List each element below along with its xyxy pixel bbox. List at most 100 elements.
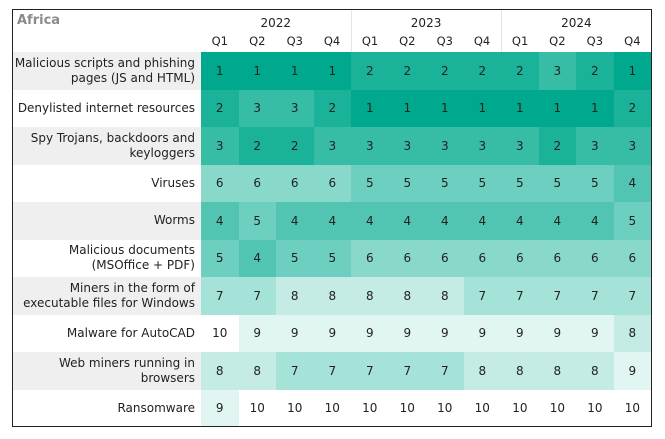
year-label: 2024: [500, 10, 651, 30]
heatmap-cell: 8: [201, 352, 239, 390]
heatmap-cell: 8: [313, 277, 352, 315]
year-header-row: 2022 2023 2024: [13, 10, 651, 30]
heatmap-cell: 5: [388, 164, 427, 202]
heatmap-cell: 4: [351, 202, 389, 240]
row-label: Web miners running in browsers: [13, 352, 201, 390]
heatmap-cell: 8: [613, 314, 651, 352]
heatmap-cell: 2: [351, 52, 389, 90]
heatmap-cell: 5: [313, 239, 352, 277]
heatmap-cell: 8: [388, 277, 427, 315]
heatmap-cell: 3: [388, 127, 427, 165]
heatmap-cell: 1: [276, 52, 314, 90]
heatmap-cell: 9: [201, 389, 239, 426]
heatmap-cell: 5: [463, 164, 502, 202]
quarter-label: Q2: [399, 34, 416, 48]
quarter-label: Q2: [249, 34, 266, 48]
heatmap-cell: 2: [276, 127, 314, 165]
heatmap-cell: 6: [463, 239, 502, 277]
heatmap-cell: 7: [351, 352, 389, 390]
heatmap-cell: 7: [201, 277, 239, 315]
heatmap-cell: 1: [351, 89, 389, 127]
heatmap-cell: 6: [351, 239, 389, 277]
heatmap-cell: 8: [463, 352, 502, 390]
heatmap-cell: 1: [538, 89, 577, 127]
heatmap-cell: 1: [201, 52, 239, 90]
heatmap-table: 2022 2023 2024 Q1 Q2 Q3 Q4 Q1 Q2 Q3 Q4 Q1 Q2 Q3 Q4 Ma…: [13, 10, 651, 426]
heatmap-cell: 3: [276, 89, 314, 127]
heatmap-row: Malware for AutoCAD 10 9 9 9 9 9 9 9 9 9 9 8: [13, 314, 651, 352]
heatmap-cell: 2: [576, 52, 614, 90]
heatmap-cell: 3: [238, 89, 276, 127]
heatmap-cell: 9: [463, 314, 502, 352]
heatmap-cell: 4: [576, 202, 614, 240]
heatmap-row: Viruses 6 6 6 6 5 5 5 5 5 5 5 4: [13, 164, 651, 202]
heatmap-cell: 6: [238, 164, 276, 202]
heatmap-cell: 1: [463, 89, 502, 127]
year-label: 2022: [260, 16, 292, 30]
heatmap-row: Miners in the form of executable files f…: [13, 277, 651, 315]
heatmap-cell: 5: [576, 164, 614, 202]
heatmap-cell: 7: [313, 352, 352, 390]
quarter-label: Q1: [211, 34, 228, 48]
heatmap-row: Ransomware 9 10 10 10 10 10 10 10 10 10 10 10: [13, 389, 651, 426]
heatmap-cell: 1: [576, 89, 614, 127]
heatmap-cell: 9: [426, 314, 464, 352]
heatmap-cell: 3: [501, 127, 539, 165]
heatmap-cell: 6: [388, 239, 427, 277]
heatmap-row: Spy Trojans, backdoors and keyloggers 3 2 2…: [13, 127, 651, 165]
heatmap-cell: 5: [538, 164, 577, 202]
heatmap-cell: 6: [426, 239, 464, 277]
heatmap-cell: 4: [313, 202, 352, 240]
heatmap-cell: 7: [276, 352, 314, 390]
quarter-header-row: Q1 Q2 Q3 Q4 Q1 Q2 Q3 Q4 Q1 Q2 Q3 Q4: [13, 30, 651, 52]
heatmap-cell: 6: [313, 164, 352, 202]
row-label: Denylisted internet resources: [17, 100, 195, 115]
heatmap-cell: 7: [501, 277, 539, 315]
heatmap-cell: 10: [576, 389, 614, 426]
heatmap-cell: 5: [351, 164, 389, 202]
heatmap-cell: 9: [388, 314, 427, 352]
heatmap-cell: 7: [613, 277, 651, 315]
heatmap-cell: 3: [463, 127, 502, 165]
heatmap-cell: 4: [201, 202, 239, 240]
heatmap-cell: 3: [576, 127, 614, 165]
heatmap-cell: 10: [201, 314, 239, 352]
quarter-label: Q3: [436, 34, 453, 48]
heatmap-cell: 8: [351, 277, 389, 315]
heatmap-cell: 1: [238, 52, 276, 90]
heatmap-cell: 2: [463, 52, 502, 90]
row-label: Malicious scripts and phishing pages (JS…: [13, 52, 201, 90]
heatmap-cell: 3: [201, 127, 239, 165]
row-label: Malware for AutoCAD: [66, 325, 195, 340]
heatmap-cell: 8: [276, 277, 314, 315]
quarter-label: Q1: [350, 30, 389, 52]
heatmap-cell: 9: [501, 314, 539, 352]
heatmap-cell: 9: [238, 314, 276, 352]
quarter-label: Q2: [549, 34, 566, 48]
heatmap-cell: 10: [238, 389, 276, 426]
quarter-label: Q4: [473, 34, 491, 48]
heatmap-cell: 2: [238, 127, 276, 165]
heatmap-cell: 9: [613, 352, 651, 390]
heatmap-cell: 5: [238, 202, 276, 240]
heatmap-cell: 8: [501, 352, 539, 390]
quarter-label: Q4: [323, 34, 341, 48]
heatmap-cell: 9: [313, 314, 352, 352]
heatmap-cell: 8: [426, 277, 464, 315]
heatmap-cell: 9: [538, 314, 577, 352]
heatmap-cell: 7: [388, 352, 427, 390]
heatmap-cell: 10: [351, 389, 389, 426]
heatmap-cell: 1: [613, 52, 651, 90]
row-label: Worms: [13, 202, 201, 240]
heatmap-frame: 2022 2023 2024 Q1 Q2 Q3 Q4 Q1 Q2 Q3 Q4 Q1 Q2 Q3 Q4 Ma…: [12, 9, 652, 427]
row-label: Miners in the form of executable files f…: [13, 277, 201, 315]
heatmap-cell: 7: [238, 277, 276, 315]
region-title: Africa: [17, 13, 61, 28]
heatmap-cell: 3: [613, 127, 651, 165]
heatmap-cell: 1: [313, 52, 352, 90]
heatmap-cell: 8: [576, 352, 614, 390]
quarter-label: Q4: [624, 34, 641, 48]
heatmap-cell: 10: [538, 389, 577, 426]
quarter-label: Q1: [500, 30, 539, 52]
heatmap-cell: 9: [576, 314, 614, 352]
